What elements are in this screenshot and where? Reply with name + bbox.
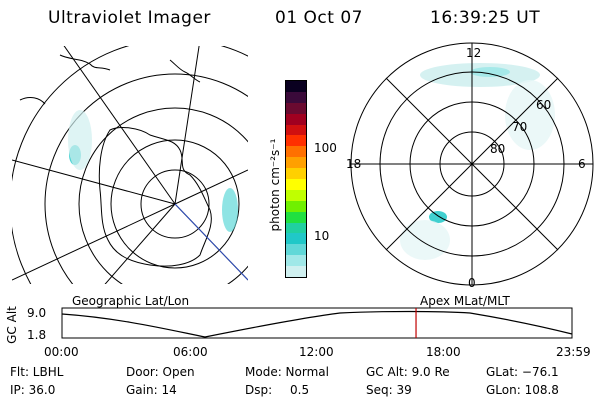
- geographic-label: Geographic Lat/Lon: [72, 294, 190, 308]
- xtick-12: 12:00: [299, 345, 334, 359]
- colorbar-segment: [286, 91, 306, 103]
- seq-status: Seq: 39: [366, 383, 412, 397]
- instrument-title: Ultraviolet Imager: [48, 8, 211, 28]
- colorbar-segment: [286, 266, 306, 278]
- mlt-6-label: 6: [578, 157, 586, 171]
- dsp-value: 0.5: [290, 383, 310, 397]
- xtick-0: 00:00: [44, 345, 79, 359]
- colorbar-segment: [286, 222, 306, 234]
- mlt-12-label: 12: [466, 46, 482, 60]
- colorbar-segment: [286, 113, 306, 125]
- colorbar-segment: [286, 211, 306, 223]
- mlt-0-label: 0: [468, 276, 476, 290]
- dsp-label: Dsp:: [245, 383, 273, 397]
- colorbar-segment: [286, 168, 306, 180]
- colorbar-tick-100: 100: [314, 141, 337, 155]
- colorbar-segment: [286, 146, 306, 158]
- ip-status: IP: 36.0: [10, 383, 56, 397]
- colorbar-segment: [286, 102, 306, 114]
- mlat-80-label: 80: [490, 142, 506, 156]
- xtick-24: 23:59: [556, 345, 591, 359]
- gc-alt-status: GC Alt: 9.0 Re: [366, 365, 450, 379]
- mode-status: Mode: Normal: [245, 365, 329, 379]
- apex-label: Apex MLat/MLT: [420, 294, 510, 308]
- colorbar-segment: [286, 255, 306, 267]
- gain-status: Gain: 14: [126, 383, 177, 397]
- date-label: 01 Oct 07: [275, 8, 363, 28]
- colorbar-segment: [286, 124, 306, 136]
- xtick-18: 18:00: [426, 345, 461, 359]
- mlt-18-label: 18: [346, 157, 362, 171]
- colorbar-segment: [286, 189, 306, 201]
- door-status: Door: Open: [126, 365, 195, 379]
- filter-status: Flt: LBHL: [10, 365, 64, 379]
- colorbar-segment: [286, 81, 306, 92]
- time-label: 16:39:25 UT: [430, 8, 541, 28]
- colorbar-segment: [286, 233, 306, 245]
- altitude-ytick-1.8: 1.8: [27, 328, 47, 342]
- colorbar-segment: [286, 200, 306, 212]
- colorbar: [285, 80, 307, 278]
- mlat-70-label: 70: [512, 120, 528, 134]
- glat-status: GLat: −76.1: [486, 365, 559, 379]
- colorbar-segment: [286, 179, 306, 190]
- colorbar-segment: [286, 135, 306, 147]
- apex-polar-plot: [350, 42, 594, 286]
- colorbar-segment: [286, 157, 306, 169]
- altitude-ytick-9: 9.0: [27, 306, 47, 320]
- colorbar-tick-10: 10: [314, 229, 330, 243]
- colorbar-segment: [286, 244, 306, 256]
- glon-status: GLon: 108.8: [486, 383, 559, 397]
- mlat-60-label: 60: [536, 98, 552, 112]
- xtick-6: 06:00: [173, 345, 208, 359]
